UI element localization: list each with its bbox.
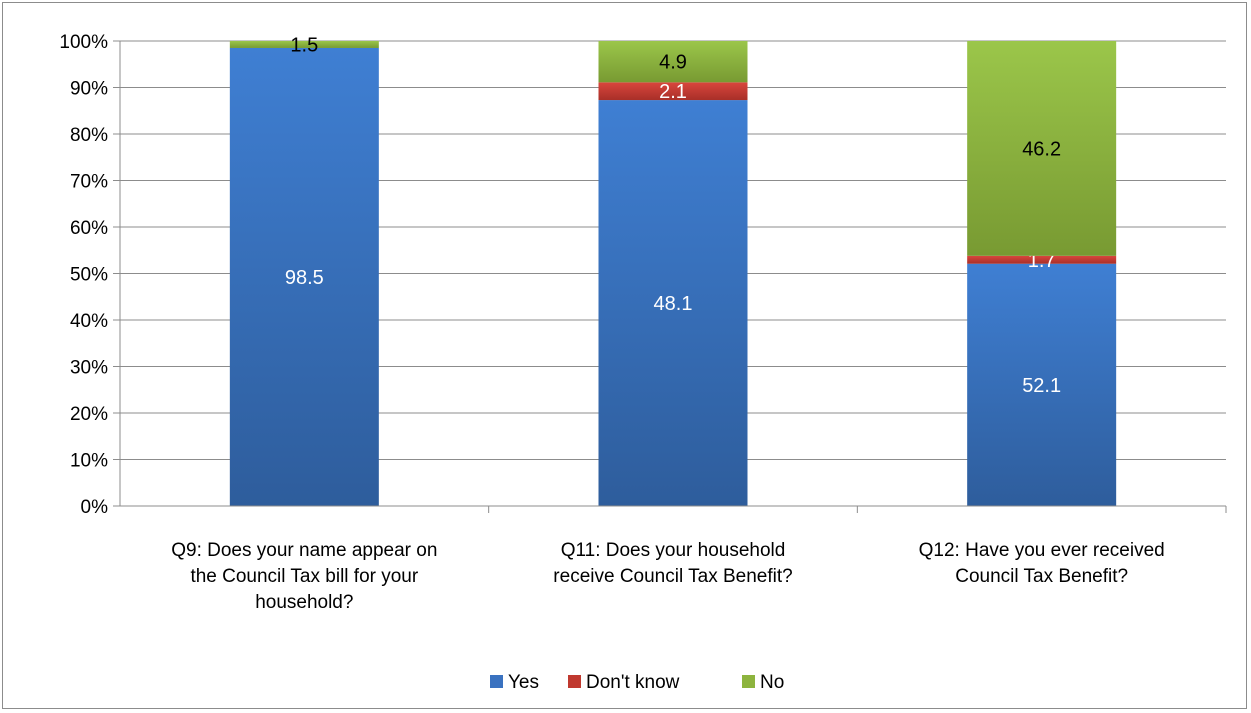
x-category-label: Council Tax Benefit?: [955, 566, 1128, 587]
data-label: 98.5: [285, 267, 324, 289]
bar-segment: [229, 41, 379, 48]
y-axis: 0% 10% 20% 30% 40% 50% 60% 70% 80% 90% 100%: [59, 32, 121, 518]
legend-swatch: [568, 675, 581, 688]
legend-swatch: [490, 675, 503, 688]
y-tick-label: 20%: [70, 404, 108, 425]
y-tick-label: 10%: [70, 451, 108, 472]
y-tick-label: 70%: [70, 172, 108, 193]
x-category-label: Q11: Does your household: [561, 540, 786, 561]
bar-segment: [598, 82, 748, 101]
data-label: 48.1: [654, 293, 693, 315]
x-category-label: household?: [255, 592, 353, 613]
x-category-label: the Council Tax bill for your: [190, 566, 418, 587]
y-tick-label: 60%: [70, 218, 108, 239]
x-axis: Q9: Does your name appear on the Council …: [120, 505, 1227, 613]
x-category-label: Q9: Does your name appear on: [171, 540, 437, 561]
data-label: 4.9: [659, 52, 687, 74]
legend-swatch: [742, 675, 755, 688]
bar-segment: [598, 41, 748, 83]
y-tick-label: 100%: [59, 32, 108, 53]
bar-segment: [598, 100, 748, 507]
x-category-label: Q12: Have you ever received: [919, 540, 1165, 561]
y-tick-label: 30%: [70, 358, 108, 379]
bars: 98.51.548.12.14.952.11.746.2: [229, 34, 1117, 507]
data-label: 1.5: [290, 34, 318, 56]
legend-label: Don't know: [586, 672, 680, 693]
bar-segment: [967, 41, 1117, 256]
data-label: 52.1: [1022, 375, 1061, 397]
legend: Yes Don't know No: [490, 672, 784, 693]
y-tick-label: 50%: [70, 265, 108, 286]
legend-label: No: [760, 672, 784, 693]
y-tick-label: 90%: [70, 79, 108, 100]
data-label: 46.2: [1022, 138, 1061, 160]
y-tick-label: 40%: [70, 311, 108, 332]
bar-segment: [229, 47, 379, 506]
legend-label: Yes: [508, 672, 539, 693]
x-category-label: receive Council Tax Benefit?: [553, 566, 792, 587]
data-label: 2.1: [659, 81, 687, 103]
bar-segment: [967, 255, 1117, 264]
bar-segment: [967, 263, 1117, 506]
y-tick-label: 0%: [81, 497, 109, 518]
y-tick-label: 80%: [70, 125, 108, 146]
